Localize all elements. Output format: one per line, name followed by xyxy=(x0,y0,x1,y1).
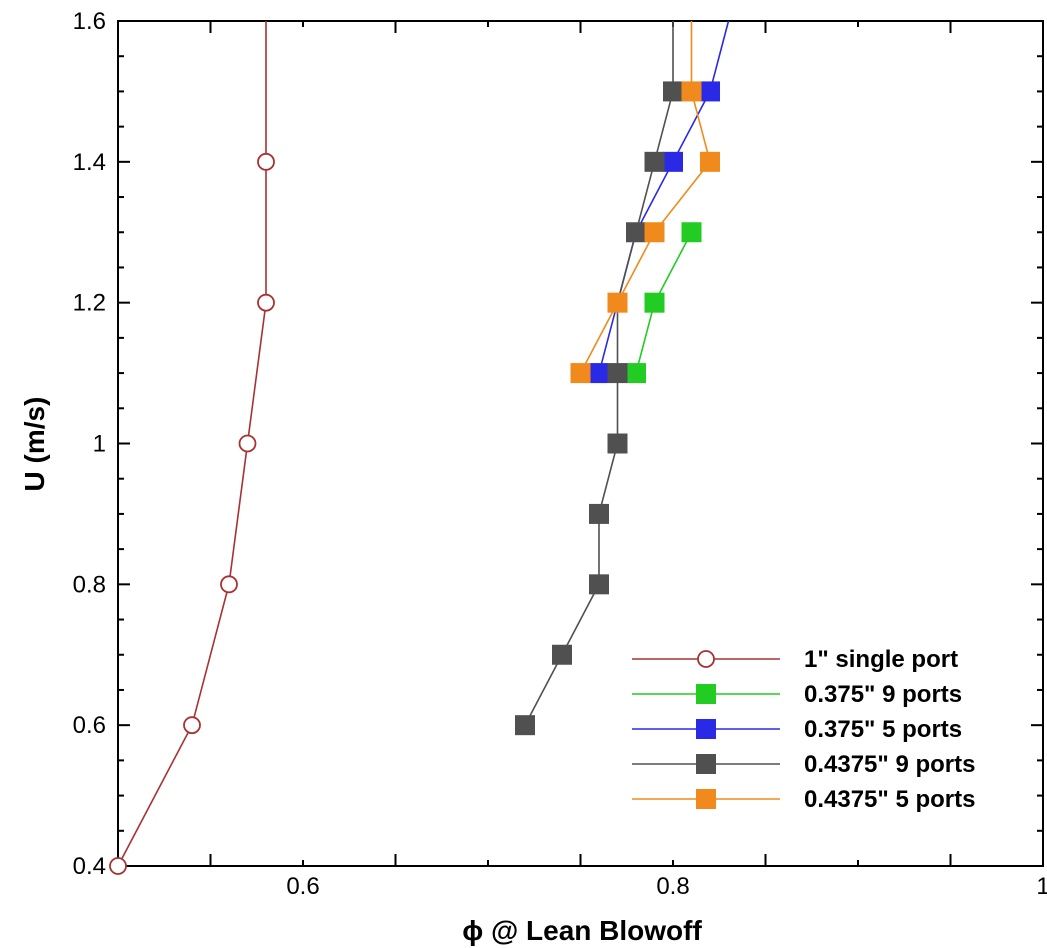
data-point xyxy=(644,222,665,243)
legend-marker xyxy=(696,754,716,774)
x-tick-label: 1 xyxy=(1036,873,1047,900)
y-tick-label: 0.4 xyxy=(73,853,106,880)
data-point xyxy=(238,434,257,453)
data-point xyxy=(681,222,702,243)
legend-label: 0.375" 9 ports xyxy=(804,681,962,708)
legend-item: 0.375" 5 ports xyxy=(632,716,962,743)
legend-label: 0.4375" 5 ports xyxy=(804,786,975,813)
x-tick-label: 0.6 xyxy=(286,873,319,900)
y-tick-label: 1 xyxy=(93,431,106,458)
y-tick-label: 1.4 xyxy=(73,149,106,176)
data-point xyxy=(607,292,628,313)
series xyxy=(626,222,702,384)
legend-label: 0.375" 5 ports xyxy=(804,716,962,743)
legend-marker xyxy=(696,719,716,739)
legend: 1" single port 0.375" 9 ports 0.375" 5 por… xyxy=(632,646,975,813)
data-point xyxy=(607,363,628,384)
legend-label: 0.4375" 9 ports xyxy=(804,751,975,778)
data-point xyxy=(515,715,535,736)
data-point xyxy=(109,857,127,875)
legend-item: 0.4375" 5 ports xyxy=(632,786,975,813)
data-point xyxy=(570,363,591,384)
series-layer xyxy=(109,20,730,875)
data-point xyxy=(663,81,683,102)
x-tick-label: 0.8 xyxy=(656,873,689,900)
data-point xyxy=(257,152,275,171)
series-line xyxy=(579,21,711,374)
data-point xyxy=(626,363,646,384)
legend-item: 1" single port xyxy=(632,646,958,673)
series-line xyxy=(598,20,730,374)
data-point xyxy=(644,292,665,313)
data-point xyxy=(681,81,702,102)
axis-ticks xyxy=(117,20,1044,867)
series xyxy=(515,21,683,736)
data-point xyxy=(700,81,720,102)
data-point xyxy=(663,151,683,172)
y-tick-label: 0.8 xyxy=(73,571,106,598)
series xyxy=(570,21,720,384)
series xyxy=(589,20,730,384)
legend-marker xyxy=(696,789,716,809)
data-point xyxy=(626,222,646,243)
data-point xyxy=(607,433,628,454)
data-point xyxy=(589,363,609,384)
y-tick-label: 0.6 xyxy=(73,712,106,739)
data-point xyxy=(183,716,201,735)
y-tick-label: 1.6 xyxy=(73,8,106,35)
data-point xyxy=(257,293,275,312)
legend-item: 0.375" 9 ports xyxy=(632,681,962,708)
legend-label: 1" single port xyxy=(804,646,958,673)
legend-item: 0.4375" 9 ports xyxy=(632,751,975,778)
data-point xyxy=(589,574,609,595)
y-tick-label: 1.2 xyxy=(73,290,106,317)
data-point xyxy=(700,151,720,172)
data-point xyxy=(644,151,665,172)
data-point xyxy=(589,503,609,524)
legend-marker xyxy=(696,684,716,704)
series xyxy=(109,21,275,875)
x-axis-title: ϕ @ Lean Blowoff xyxy=(462,915,702,946)
y-axis-title: U (m/s) xyxy=(19,397,50,492)
data-point xyxy=(220,575,238,594)
axis-tick-labels: 0.4 0.6 0.8 1 1.2 1.4 1.6 0.6 0.8 1 xyxy=(73,8,1047,900)
legend-marker xyxy=(697,650,715,668)
data-point xyxy=(552,644,572,665)
